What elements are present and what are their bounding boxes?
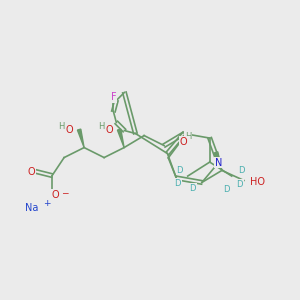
Text: D: D xyxy=(176,166,183,175)
Text: D: D xyxy=(190,184,196,193)
Text: H: H xyxy=(98,122,104,131)
Text: O: O xyxy=(27,167,35,177)
Text: F: F xyxy=(111,92,116,103)
Text: D: D xyxy=(238,166,245,175)
Text: D: D xyxy=(236,180,243,189)
Text: O: O xyxy=(65,124,73,135)
Text: HO: HO xyxy=(250,177,266,188)
Polygon shape xyxy=(117,129,124,148)
Text: H: H xyxy=(58,122,64,131)
Text: O: O xyxy=(179,137,187,147)
Text: +: + xyxy=(43,199,51,208)
Text: N: N xyxy=(215,158,222,167)
Text: Na: Na xyxy=(26,202,39,213)
Text: D: D xyxy=(175,178,181,188)
Text: −: − xyxy=(61,188,69,197)
Text: O: O xyxy=(105,124,113,135)
Polygon shape xyxy=(214,152,222,170)
Polygon shape xyxy=(77,129,84,148)
Text: H: H xyxy=(185,132,191,141)
Text: O: O xyxy=(51,190,59,200)
Text: D: D xyxy=(224,184,230,194)
